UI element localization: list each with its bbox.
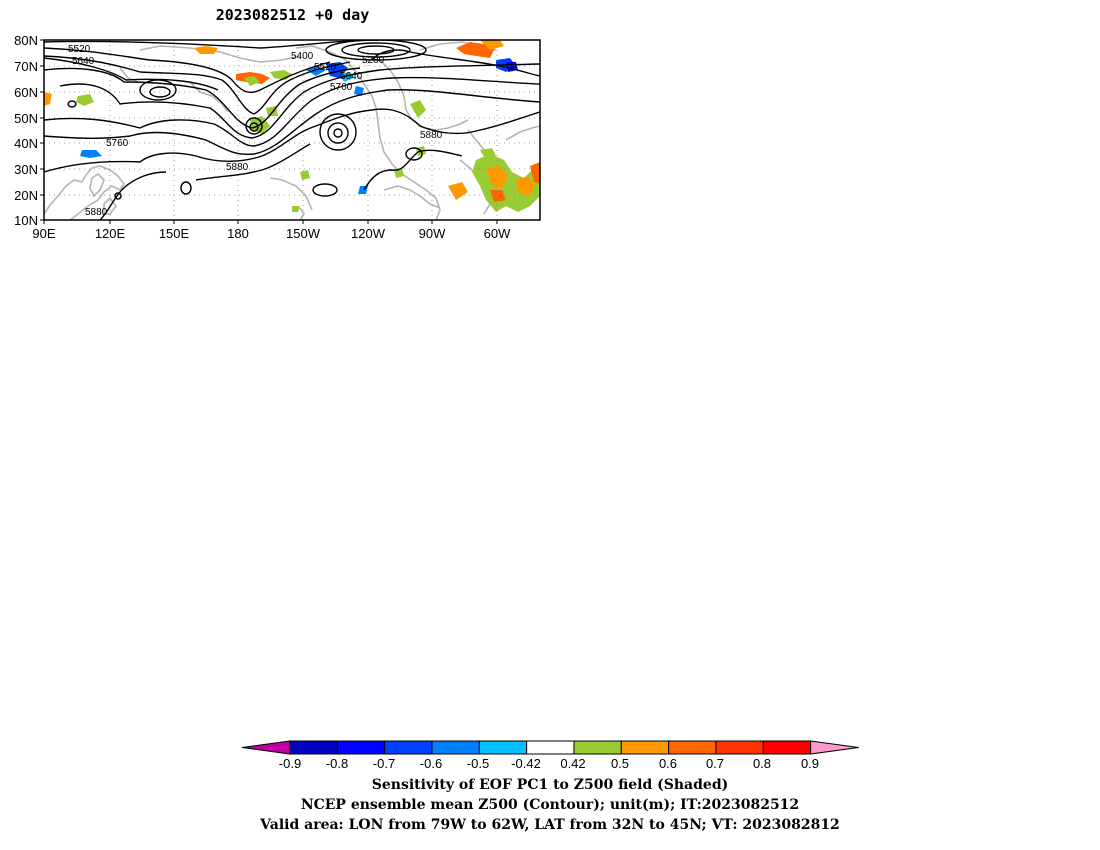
colorbar-arrow-left bbox=[241, 740, 291, 755]
colorbar-box bbox=[526, 740, 575, 755]
colorbar-box bbox=[336, 740, 386, 755]
lat-label: 30N bbox=[14, 162, 38, 177]
colorbar-label: -0.5 bbox=[467, 756, 489, 771]
colorbar-box bbox=[668, 740, 717, 755]
contour-label: 5640 bbox=[72, 56, 95, 67]
colorbar-label: -0.6 bbox=[420, 756, 442, 771]
colorbar-label: 0.8 bbox=[753, 756, 771, 771]
contour-label: 5880 bbox=[420, 130, 443, 141]
lon-label: 90E bbox=[32, 226, 55, 241]
lat-label: 10N bbox=[14, 213, 38, 228]
colorbar-label: 0.9 bbox=[801, 756, 819, 771]
contour-label: 5760 bbox=[106, 138, 129, 149]
lat-label: 50N bbox=[14, 111, 38, 126]
lon-axis: 90E 120E 150E 180 150W 120W 90W 60W bbox=[32, 220, 511, 241]
map-frame bbox=[43, 39, 541, 221]
colorbar-box bbox=[620, 740, 670, 755]
colorbar-label: 0.42 bbox=[560, 756, 585, 771]
caption-line-2: NCEP ensemble mean Z500 (Contour); unit(… bbox=[300, 797, 800, 813]
colorbar-label: 0.7 bbox=[706, 756, 724, 771]
lat-label: 80N bbox=[14, 33, 38, 48]
lat-label: 40N bbox=[14, 136, 38, 151]
caption-line-1: Sensitivity of EOF PC1 to Z500 field (Sh… bbox=[371, 777, 729, 793]
colorbar-box bbox=[573, 740, 622, 755]
lat-axis: 80N 70N 60N 50N 40N 30N 20N 10N bbox=[14, 33, 44, 228]
colorbar-box bbox=[715, 740, 764, 755]
contour-label: 5640 bbox=[340, 71, 363, 82]
colorbar-arrow-right bbox=[810, 740, 859, 755]
lon-label: 60W bbox=[484, 226, 511, 241]
colorbar-label: -0.7 bbox=[373, 756, 395, 771]
contour-label: 5880 bbox=[85, 207, 108, 218]
colorbar-box bbox=[431, 740, 480, 755]
colorbar-labels: -0.9 -0.8 -0.7 -0.6 -0.5 -0.42 0.42 0.5 … bbox=[279, 756, 819, 771]
contour-label: 5400 bbox=[291, 51, 314, 62]
colorbar-box bbox=[289, 740, 338, 755]
lon-label: 180 bbox=[227, 226, 249, 241]
contour-label: 5280 bbox=[362, 55, 385, 66]
contour-labels: 5520 5640 5400 5280 5520 5640 5760 5760 … bbox=[68, 44, 443, 218]
colorbar-label: -0.9 bbox=[279, 756, 301, 771]
lat-label: 60N bbox=[14, 85, 38, 100]
contour-label: 5880 bbox=[226, 162, 249, 173]
colorbar-boxes bbox=[241, 740, 859, 755]
lon-label: 90W bbox=[419, 226, 446, 241]
colorbar-label: 0.6 bbox=[659, 756, 677, 771]
contour-label: 5520 bbox=[314, 62, 337, 73]
lon-label: 150E bbox=[159, 226, 190, 241]
lon-label: 120W bbox=[351, 226, 386, 241]
colorbar-box bbox=[384, 740, 433, 755]
colorbar-box bbox=[762, 740, 812, 755]
lon-label: 150W bbox=[286, 226, 321, 241]
colorbar-label: 0.5 bbox=[611, 756, 629, 771]
map-title: 2023082512 +0 day bbox=[215, 6, 370, 24]
colorbar-box bbox=[478, 740, 528, 755]
caption-line-3: Valid area: LON from 79W to 62W, LAT fro… bbox=[260, 817, 840, 833]
lat-label: 20N bbox=[14, 188, 38, 203]
lon-label: 120E bbox=[95, 226, 126, 241]
colorbar-label: -0.42 bbox=[511, 756, 541, 771]
z500-contours bbox=[44, 40, 540, 220]
lat-label: 70N bbox=[14, 59, 38, 74]
contour-label: 5760 bbox=[330, 82, 353, 93]
contour-label: 5520 bbox=[68, 44, 91, 55]
colorbar-label: -0.8 bbox=[326, 756, 348, 771]
